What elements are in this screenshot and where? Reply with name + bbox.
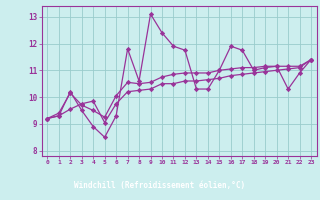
Text: Windchill (Refroidissement éolien,°C): Windchill (Refroidissement éolien,°C) <box>75 181 245 190</box>
